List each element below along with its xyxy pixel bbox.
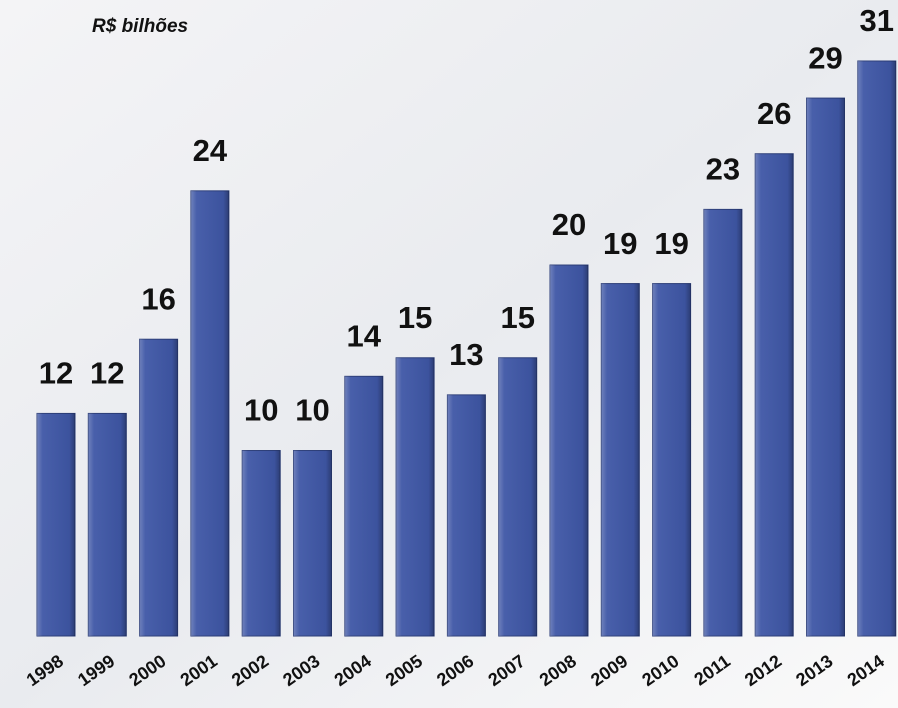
subtitle: R$ bilhões	[92, 16, 188, 37]
data-label: 29	[808, 40, 842, 75]
bar-shade	[550, 265, 588, 636]
bar-shade	[345, 376, 383, 636]
page: {"chart_data": {"type": "bar", "subtitle…	[0, 0, 898, 708]
chart: R$ bilhões 12199812199916200024200110200…	[0, 0, 898, 708]
bar-shade	[653, 284, 691, 636]
body: R$ bilhões 12199812199916200024200110200…	[0, 0, 898, 708]
bar-shade	[88, 413, 126, 636]
data-label: 26	[757, 96, 791, 131]
data-label: 24	[193, 133, 228, 168]
bar-shade	[704, 209, 742, 636]
data-label: 15	[500, 300, 534, 335]
bar-shade	[191, 191, 229, 636]
data-label: 10	[295, 393, 329, 428]
bar-shade	[499, 358, 537, 636]
data-label: 13	[449, 337, 483, 372]
data-label: 14	[347, 319, 382, 354]
data-label: 23	[706, 152, 740, 187]
bar-shade	[37, 413, 75, 636]
data-label: 12	[39, 356, 73, 391]
data-label: 19	[654, 226, 688, 261]
data-label: 16	[141, 281, 175, 316]
bar-shade	[807, 98, 845, 636]
data-label: 20	[552, 207, 586, 242]
bar-shade	[447, 395, 485, 636]
bar-shade	[396, 358, 434, 636]
bar-shade	[294, 451, 332, 636]
data-label: 15	[398, 300, 432, 335]
data-label: 31	[860, 3, 894, 38]
data-label: 12	[90, 356, 124, 391]
bar-shade	[242, 451, 280, 636]
data-label: 10	[244, 393, 278, 428]
data-label: 19	[603, 226, 637, 261]
bar-shade	[755, 154, 793, 636]
bar-shade	[601, 284, 639, 636]
bar-shade	[858, 61, 896, 636]
bar-shade	[140, 339, 178, 636]
